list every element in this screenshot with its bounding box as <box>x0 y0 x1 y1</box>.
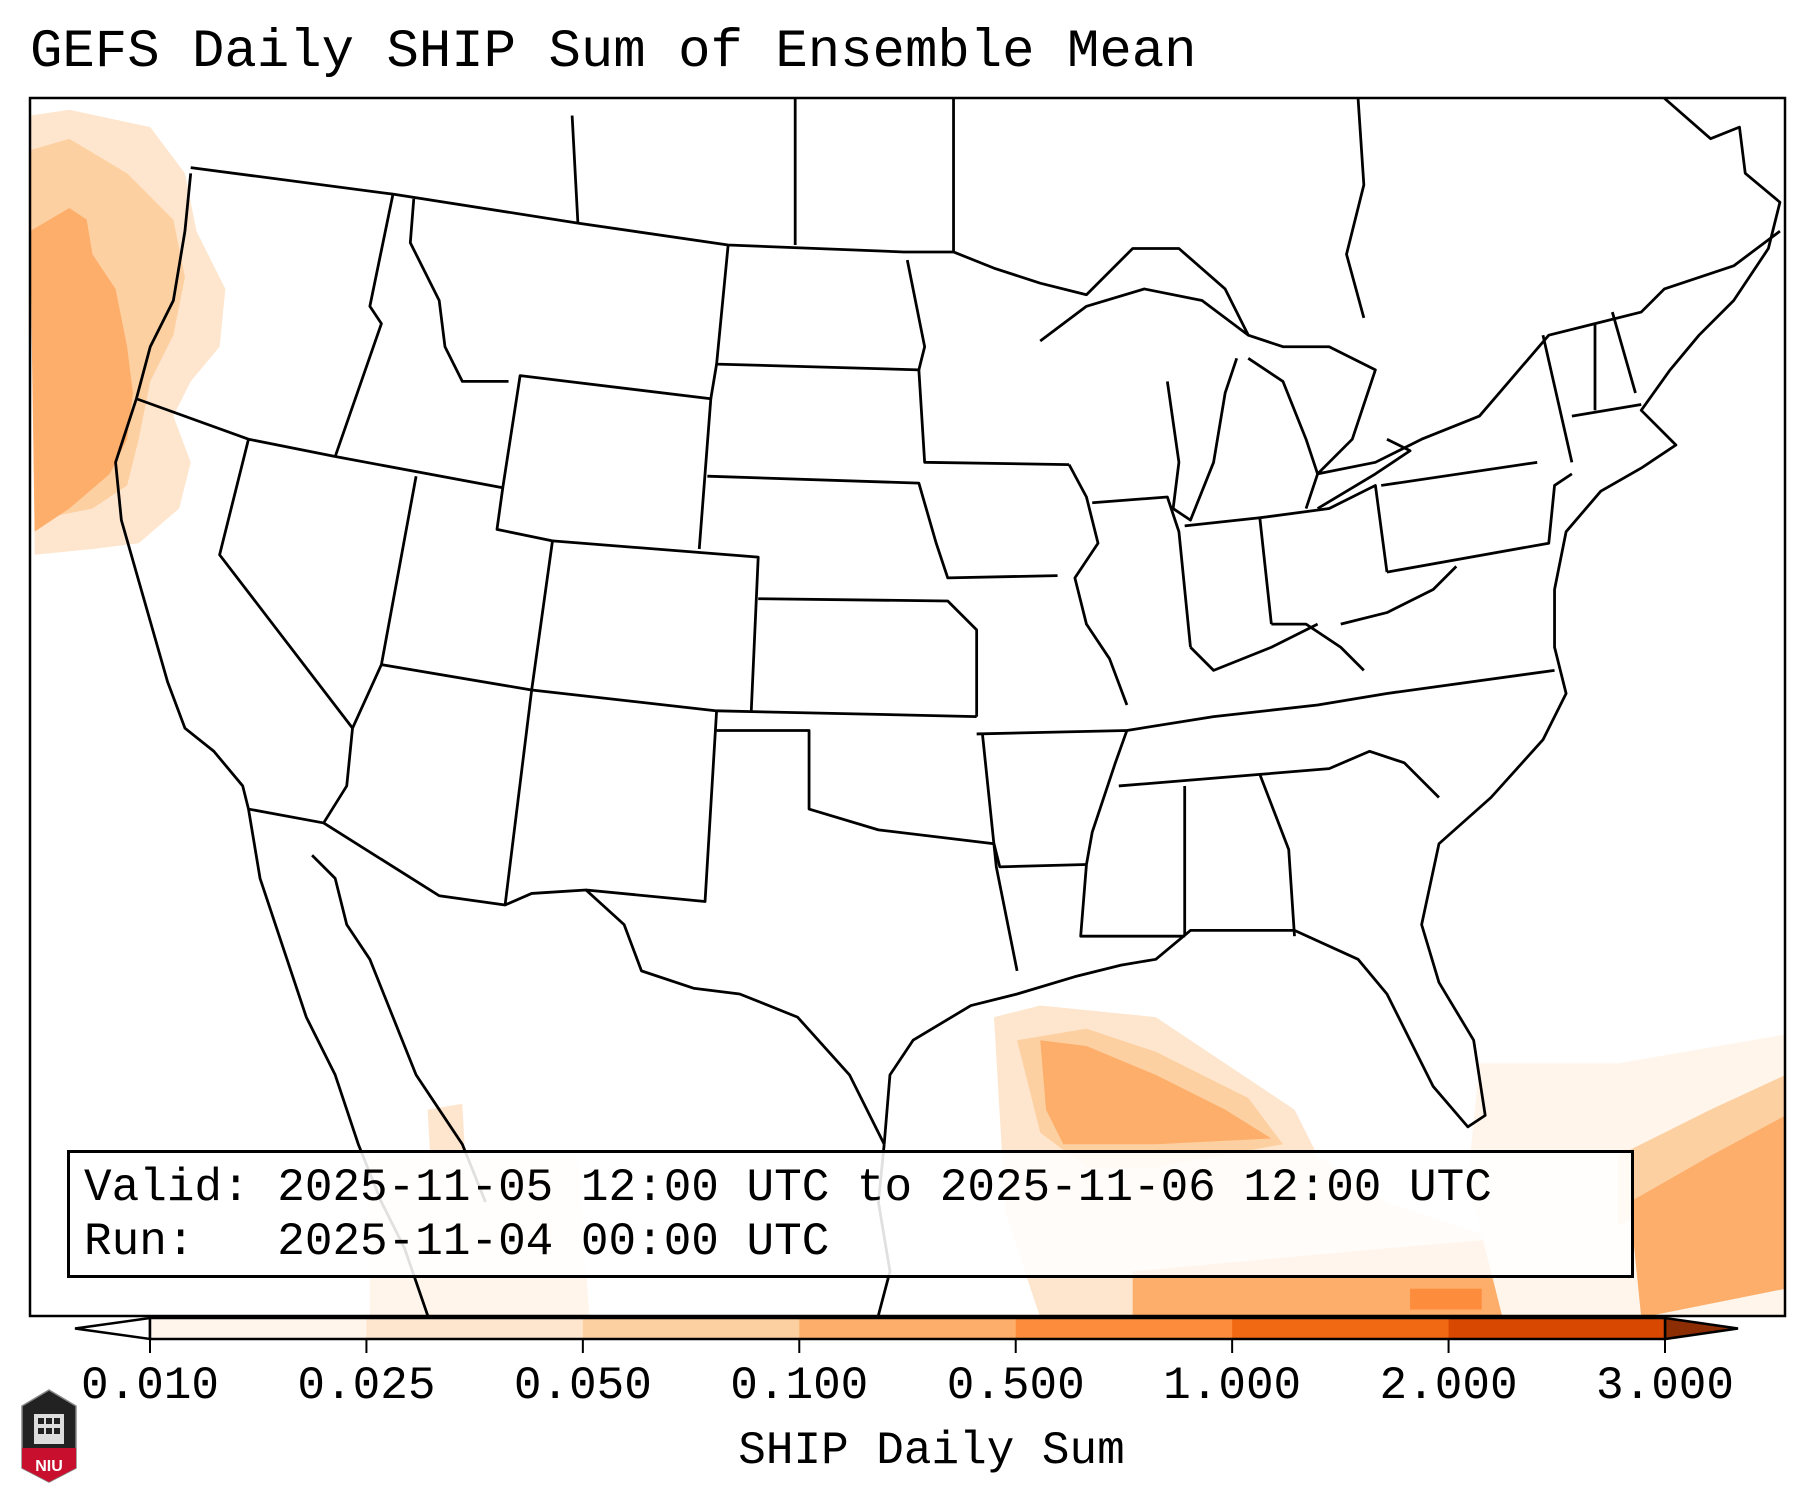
run-line: Run: 2025-11-04 00:00 UTC <box>84 1216 830 1268</box>
gulf-coast <box>882 98 1782 1145</box>
svg-text:NIU: NIU <box>35 1458 63 1475</box>
colorbar-tick-label: 0.050 <box>513 1360 652 1412</box>
colorbar-tick-label: 2.000 <box>1379 1360 1518 1412</box>
canada-border <box>190 166 1781 476</box>
shade-carib-spot <box>1410 1288 1482 1310</box>
colorbar <box>74 1316 1739 1353</box>
west-coast <box>114 173 429 1316</box>
colorbar-tick-label: 0.100 <box>730 1360 869 1412</box>
shade-atlantic-high <box>1629 1115 1785 1316</box>
colorbar-tick-label: 1.000 <box>1163 1360 1302 1412</box>
lake-michigan-east <box>1247 357 1319 509</box>
shade-gulf-high <box>1040 1040 1272 1145</box>
colorbar-bin <box>1015 1318 1233 1339</box>
map-boundaries <box>114 98 1782 1316</box>
niu-logo: NIU <box>20 1388 78 1489</box>
lake-superior <box>1039 287 1250 343</box>
shade-pacific-high <box>30 208 133 532</box>
colorbar-bin <box>1448 1318 1666 1339</box>
colorbar-tick-label: 0.010 <box>80 1360 220 1412</box>
valid-line: Valid: 2025-11-05 12:00 UTC to 2025-11-0… <box>84 1162 1492 1214</box>
colorbar-under-arrow <box>74 1316 152 1341</box>
colorbar-bin <box>366 1318 584 1339</box>
valid-time-box: Valid: 2025-11-05 12:00 UTC to 2025-11-0… <box>67 1150 1634 1278</box>
colorbar-tick-label: 3.000 <box>1595 1360 1735 1412</box>
colorbar-bin <box>799 1318 1017 1339</box>
colorbar-label: SHIP Daily Sum <box>738 1425 1125 1477</box>
mexico-border <box>248 807 886 1145</box>
colorbar-outline <box>148 1316 1667 1341</box>
colorbar-tick-label: 0.500 <box>946 1360 1085 1412</box>
map-title: GEFS Daily SHIP Sum of Ensemble Mean <box>30 22 1197 83</box>
colorbar-bin <box>582 1318 800 1339</box>
colorbar-over-arrow <box>1663 1316 1739 1341</box>
colorbar-tick-label: 0.025 <box>297 1360 436 1412</box>
lake-michigan <box>1165 357 1239 522</box>
colorbar-bin <box>150 1318 367 1339</box>
lake-erie <box>1316 437 1412 510</box>
baja-coast <box>311 854 487 1203</box>
colorbar-bin <box>1232 1318 1450 1339</box>
map-frame <box>28 96 1787 1318</box>
